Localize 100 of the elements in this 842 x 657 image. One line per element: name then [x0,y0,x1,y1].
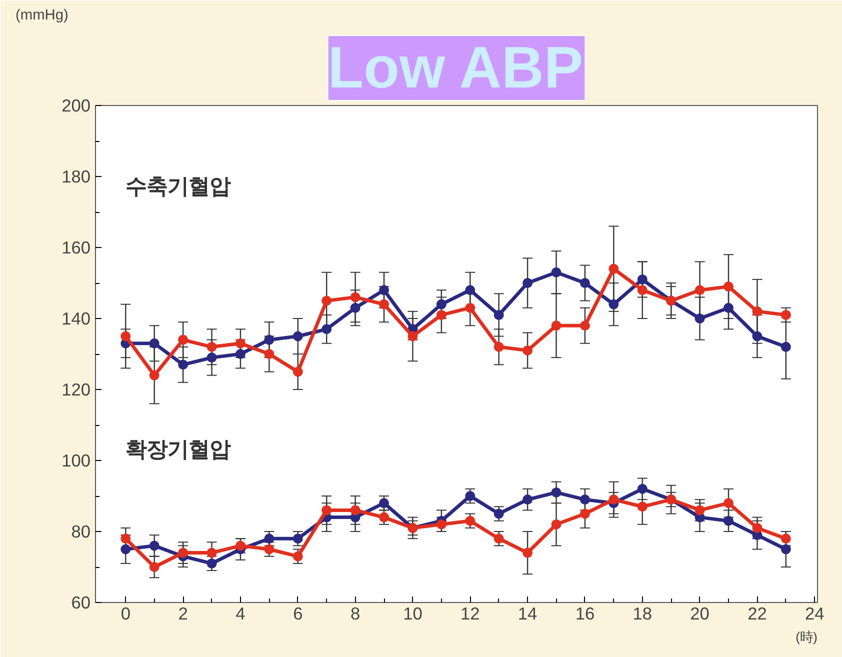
x-tick-label: 18 [632,604,652,624]
point [149,338,160,348]
x-tick-label: 20 [690,604,710,624]
point [206,548,217,558]
point [637,502,648,512]
x-axis-title: (時) [796,630,818,644]
point [752,306,762,316]
chart-title: Low ABP [328,36,584,100]
point [637,285,648,296]
y-tick-label: 160 [62,238,91,258]
point [608,299,619,310]
point [551,320,562,331]
point [292,534,303,544]
point [580,508,590,519]
point [752,522,762,533]
point [178,360,188,370]
point [322,324,332,334]
point [436,299,446,310]
y-tick-label: 180 [62,166,91,186]
point [149,370,160,380]
point [522,278,533,288]
point [494,534,504,544]
point [264,349,274,359]
annotation: 수축기혈압 [126,174,231,200]
point [149,540,160,551]
point [379,285,390,296]
point [522,345,533,356]
point [178,334,188,345]
x-tick-label: 14 [518,604,538,624]
point [522,494,533,505]
point [235,338,246,348]
x-tick-label: 12 [460,604,480,624]
point [292,331,303,342]
point [637,484,648,494]
point [120,331,131,342]
point [551,267,562,278]
point [235,349,246,359]
x-tick-label: 16 [575,604,595,624]
point [149,562,160,572]
x-tick-label: 10 [403,604,422,624]
point [551,519,562,530]
x-tick-label: 6 [293,604,303,624]
point [465,491,476,501]
point [408,331,418,342]
point [694,505,705,516]
point [608,264,619,274]
point [436,310,446,320]
y-tick-label: 60 [71,592,91,612]
point [465,285,476,296]
point [608,494,619,505]
x-tick-label: 24 [804,604,825,624]
x-tick-label: 0 [120,604,130,624]
point [580,278,590,288]
point [350,505,360,516]
point [580,494,590,505]
point [322,296,332,306]
point [206,558,217,568]
point [120,534,131,544]
y-tick-label: 100 [62,450,91,470]
point [206,352,217,363]
point [780,310,791,320]
point [780,544,791,554]
point [120,544,131,554]
point [350,292,360,302]
y-tick-label: 120 [62,380,91,400]
y-axis-title: (mmHg) [16,8,68,24]
point [206,342,217,352]
point [637,274,648,284]
point [724,302,734,313]
point [292,366,303,377]
point [264,334,274,345]
x-tick-label: 4 [236,604,246,624]
annotation: 확장기혈압 [126,437,231,462]
point [494,508,504,519]
point [694,285,705,296]
point [379,299,390,310]
point [724,282,734,292]
point [494,310,504,320]
point [322,505,332,516]
point [292,551,303,562]
point [350,302,360,313]
point [694,314,705,324]
point [264,534,274,544]
point [465,302,476,313]
point [264,544,274,554]
point [178,548,188,558]
point [465,516,476,526]
point [752,331,762,342]
y-tick-label: 80 [71,522,91,542]
point [580,320,590,331]
point [494,342,504,352]
point [551,487,562,498]
x-tick-label: 8 [350,604,360,624]
point [780,342,791,352]
point [724,498,734,508]
x-tick-label: 2 [178,604,188,624]
x-tick-label: 22 [748,604,767,624]
point [724,516,734,526]
y-tick-label: 140 [62,308,91,328]
y-tick-label: 200 [62,96,91,116]
